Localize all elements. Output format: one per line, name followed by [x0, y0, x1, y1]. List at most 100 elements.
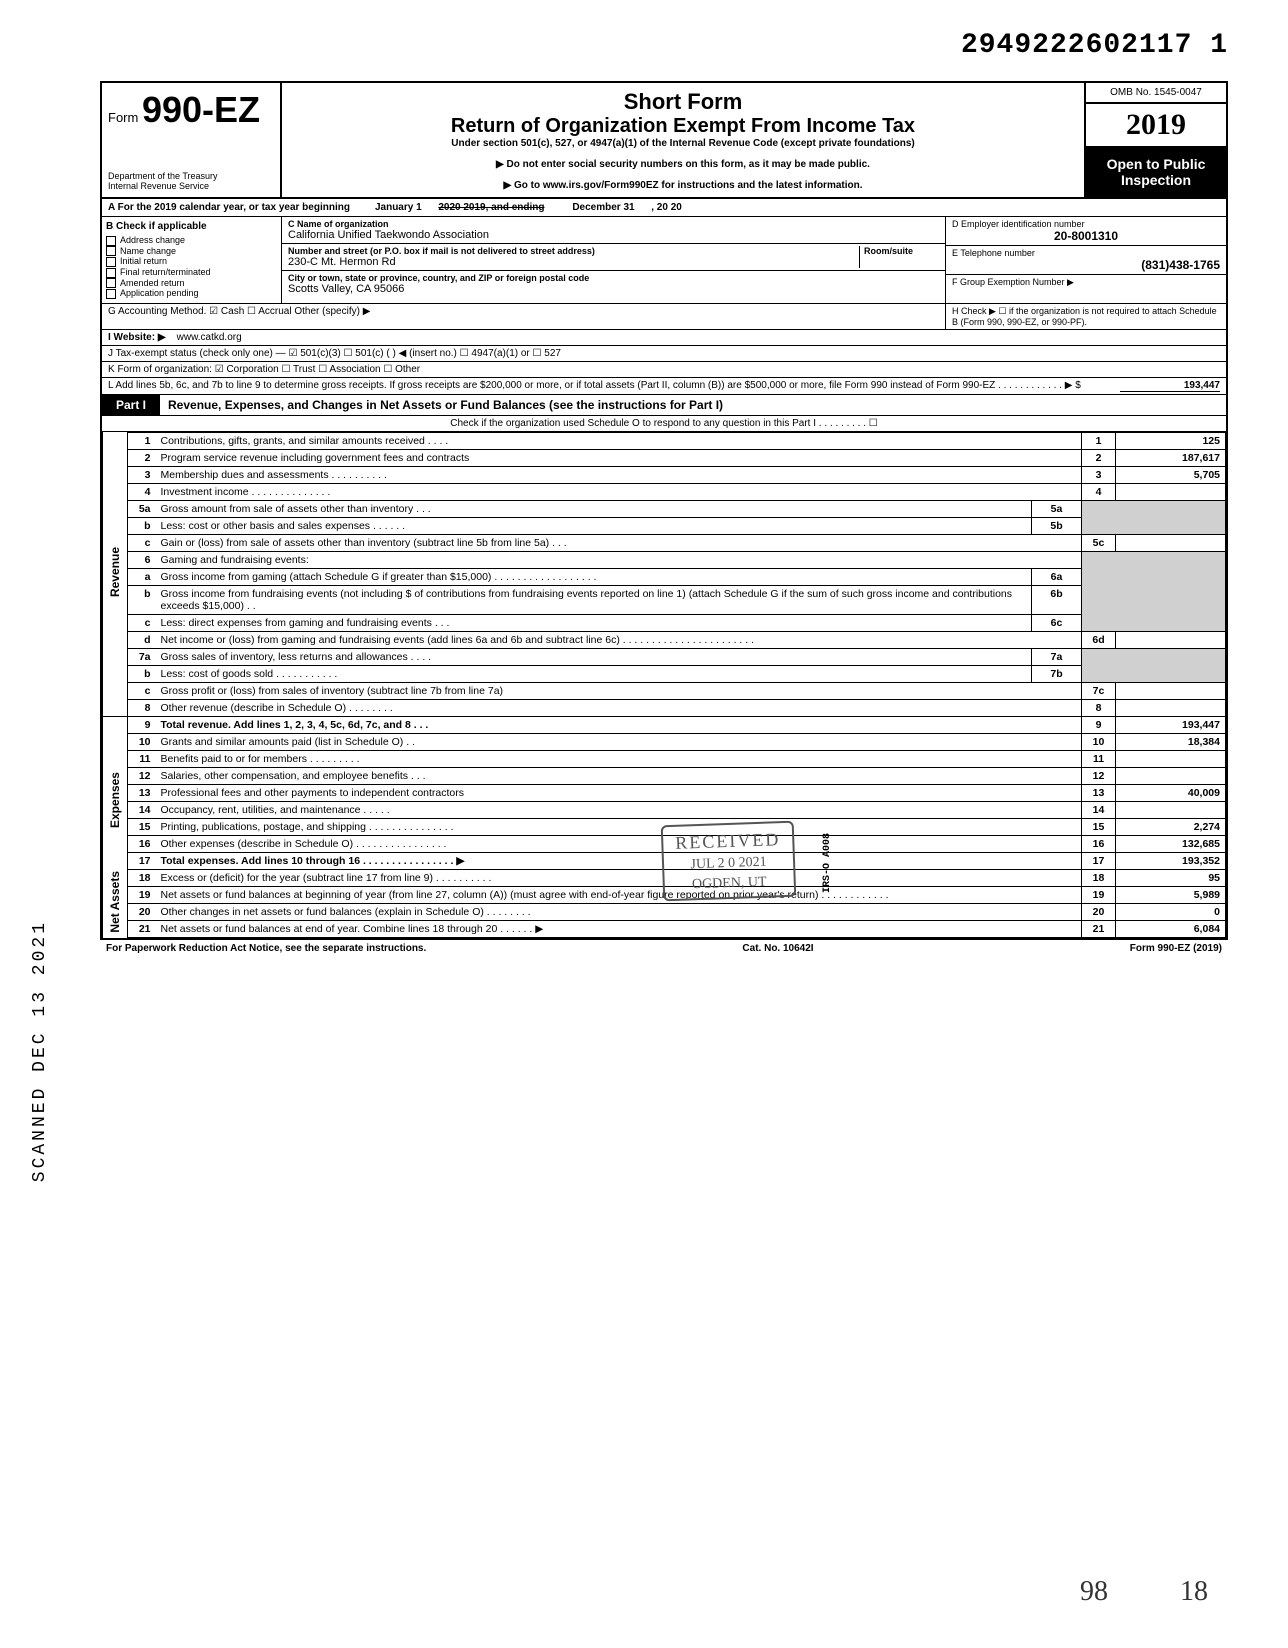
r5c-amt [1116, 534, 1226, 551]
r5a-d: Gross amount from sale of assets other t… [156, 500, 1032, 517]
end-year: , 20 20 [651, 202, 682, 213]
r15-n: 15 [128, 818, 156, 835]
begin-year: 2020 2019, and ending [438, 202, 544, 213]
document-id: 2949222602117 1 [100, 30, 1228, 61]
r16-amt: 132,685 [1116, 835, 1226, 852]
warn-ssn: ▶ Do not enter social security numbers o… [292, 159, 1074, 170]
r1-amt: 125 [1116, 432, 1226, 449]
r16-box: 16 [1082, 835, 1116, 852]
r21-box: 21 [1082, 921, 1116, 938]
sec-b-header: B Check if applicable [106, 221, 277, 232]
r4-box: 4 [1082, 483, 1116, 500]
under-section: Under section 501(c), 527, or 4947(a)(1)… [292, 138, 1074, 149]
ein-value: 20-8001310 [952, 229, 1220, 243]
omb-number: OMB No. 1545-0047 [1086, 83, 1226, 104]
scanned-stamp: SCANNED DEC 13 2021 [30, 920, 50, 1182]
r7c-n: c [128, 682, 156, 699]
r20-box: 20 [1082, 904, 1116, 921]
r19-d: Net assets or fund balances at beginning… [156, 886, 1082, 903]
r3-amt: 5,705 [1116, 466, 1226, 483]
line-j: J Tax-exempt status (check only one) — ☑… [102, 346, 1226, 362]
r3-n: 3 [128, 466, 156, 483]
cb-app-label: Application pending [120, 288, 199, 298]
handwritten-18: 18 [1180, 1576, 1208, 1608]
part-1-header: Part I Revenue, Expenses, and Changes in… [102, 395, 1226, 416]
r18-n: 18 [128, 869, 156, 886]
r18-d: Excess or (deficit) for the year (subtra… [156, 869, 1082, 886]
r17-n: 17 [128, 852, 156, 869]
part-1-title: Revenue, Expenses, and Changes in Net As… [160, 395, 731, 415]
form-prefix: Form [108, 110, 138, 125]
r9-n: 9 [128, 716, 156, 733]
r17-amt: 193,352 [1116, 852, 1226, 869]
r11-n: 11 [128, 750, 156, 767]
r15-d: Printing, publications, postage, and shi… [156, 818, 1082, 835]
cb-name-label: Name change [120, 246, 176, 256]
r7b-sub: 7b [1032, 665, 1082, 682]
cb-init: Initial return [106, 256, 277, 267]
r11-box: 11 [1082, 750, 1116, 767]
r16-n: 16 [128, 835, 156, 852]
addr-label: Number and street (or P.O. box if mail i… [288, 246, 595, 256]
r4-n: 4 [128, 483, 156, 500]
r21-d: Net assets or fund balances at end of ye… [156, 921, 1082, 938]
r6b-d: Gross income from fundraising events (no… [156, 585, 1032, 614]
r9-box: 9 [1082, 716, 1116, 733]
form-number: Form 990-EZ [108, 89, 274, 131]
r6a-sub: 6a [1032, 568, 1082, 585]
r19-box: 19 [1082, 886, 1116, 903]
warn-goto: ▶ Go to www.irs.gov/Form990EZ for instru… [292, 180, 1074, 191]
r10-box: 10 [1082, 733, 1116, 750]
r5a-n: 5a [128, 500, 156, 517]
footer-mid: Cat. No. 10642I [742, 943, 813, 954]
footer-right: Form 990-EZ (2019) [1130, 943, 1222, 954]
r8-n: 8 [128, 699, 156, 716]
r2-d: Program service revenue including govern… [156, 449, 1082, 466]
cb-name: Name change [106, 246, 277, 257]
short-form-title: Short Form [292, 89, 1074, 115]
website-value: www.catkd.org [177, 332, 242, 343]
row-gh: G Accounting Method. ☑ Cash ☐ Accrual Ot… [102, 304, 1226, 330]
r18-amt: 95 [1116, 869, 1226, 886]
revenue-sidelabel: Revenue [108, 547, 122, 597]
r8-box: 8 [1082, 699, 1116, 716]
r11-d: Benefits paid to or for members . . . . … [156, 750, 1082, 767]
r4-amt [1116, 483, 1226, 500]
r7c-box: 7c [1082, 682, 1116, 699]
row-i: I Website: ▶ www.catkd.org [102, 330, 1226, 346]
r2-box: 2 [1082, 449, 1116, 466]
ein-label: D Employer identification number [952, 219, 1085, 229]
r5c-box: 5c [1082, 534, 1116, 551]
r20-d: Other changes in net assets or fund bala… [156, 904, 1082, 921]
r12-n: 12 [128, 767, 156, 784]
r6c-sub: 6c [1032, 614, 1082, 631]
website-label: I Website: ▶ [108, 332, 166, 343]
r12-d: Salaries, other compensation, and employ… [156, 767, 1082, 784]
recv-loc: OGDEN, UT [676, 872, 782, 895]
r5b-d: Less: cost or other basis and sales expe… [156, 517, 1032, 534]
r1-box: 1 [1082, 432, 1116, 449]
r19-amt: 5,989 [1116, 886, 1226, 903]
r7a-sub: 7a [1032, 648, 1082, 665]
tax-year: 2019 [1086, 104, 1226, 148]
r8-amt [1116, 699, 1226, 716]
r7a-d: Gross sales of inventory, less returns a… [156, 648, 1032, 665]
org-city: Scotts Valley, CA 95066 [288, 283, 404, 295]
r6d-d: Net income or (loss) from gaming and fun… [156, 631, 1082, 648]
r6a-n: a [128, 568, 156, 585]
form-footer: For Paperwork Reduction Act Notice, see … [100, 940, 1228, 957]
section-b: B Check if applicable Address change Nam… [102, 217, 282, 303]
cb-app: Application pending [106, 288, 277, 299]
line-l-amt: 193,447 [1120, 380, 1220, 392]
r5c-d: Gain or (loss) from sale of assets other… [156, 534, 1082, 551]
r2-n: 2 [128, 449, 156, 466]
tel-value: (831)438-1765 [952, 258, 1220, 272]
room-label: Room/suite [864, 246, 913, 256]
form-header: Form 990-EZ Department of the Treasury I… [102, 83, 1226, 199]
r14-n: 14 [128, 801, 156, 818]
line-g: G Accounting Method. ☑ Cash ☐ Accrual Ot… [102, 304, 946, 329]
r10-amt: 18,384 [1116, 733, 1226, 750]
line-l: L Add lines 5b, 6c, and 7b to line 9 to … [102, 378, 1226, 395]
r13-amt: 40,009 [1116, 784, 1226, 801]
netassets-sidelabel: Net Assets [108, 871, 122, 933]
